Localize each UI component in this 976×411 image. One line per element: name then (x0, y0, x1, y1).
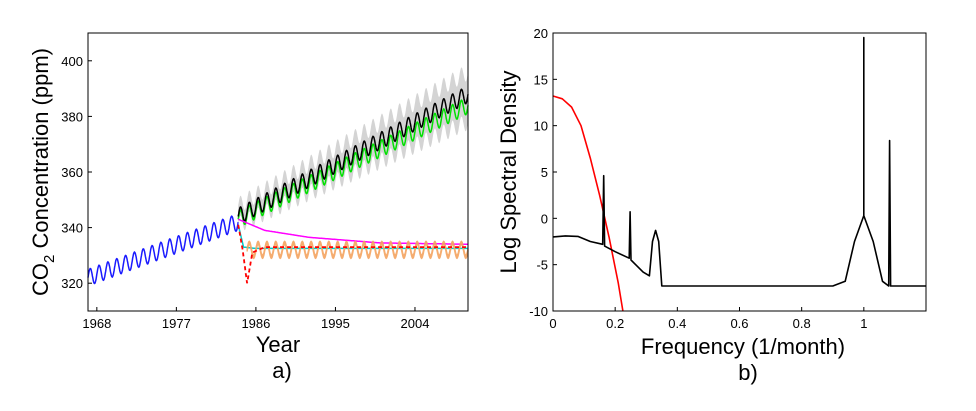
panel-b-ytick-label: -5 (536, 258, 548, 273)
panel-a: 1968 1977 1986 1995 2004 320 340 360 380 400 Year… (28, 32, 469, 383)
panel-a-xtick-label: 1986 (241, 316, 270, 331)
panel-b-xlabel: Frequency (1/month) (641, 334, 845, 359)
panel-a-ytick-label: 340 (61, 221, 83, 236)
panel-a-ylabel-rest: Concentration (ppm) (28, 48, 53, 255)
panel-b-ytick-label: 20 (534, 26, 548, 41)
panel-a-label: a) (272, 358, 292, 383)
panel-a-ytick-label: 360 (61, 165, 83, 180)
series-alternative-model-3-band (246, 240, 469, 260)
panel-a-xtick-label: 1977 (162, 316, 191, 331)
panel-b-ylabel: Log Spectral Density (496, 71, 521, 274)
panel-a-series (87, 67, 469, 285)
series-observed-data (87, 215, 239, 285)
panel-b-ytick-label: 15 (534, 72, 548, 87)
series-black-spectral-density (552, 36, 926, 287)
panel-a-ylabel-main: CO (28, 263, 53, 296)
panel-b-xtick-label: 0 (549, 316, 556, 331)
panel-b-xtick-label: 0.2 (606, 316, 624, 331)
panel-a-ytick-label: 400 (61, 54, 83, 69)
panel-a-xlabel: Year (256, 332, 300, 357)
panel-a-ylabel: CO2 Concentration (ppm) (28, 48, 58, 296)
panel-b-xtick-label: 0.8 (793, 316, 811, 331)
panel-a-ytick-label: 380 (61, 109, 83, 124)
panel-b-series (552, 36, 926, 312)
series-alternative-model-4 (237, 224, 468, 284)
series-true-continuation (237, 99, 469, 226)
series-predictive-mean (237, 88, 469, 223)
panel-b-xtick-label: 0.6 (730, 316, 748, 331)
panel-a-ticks: 1968 1977 1986 1995 2004 320 340 360 380 400 (61, 54, 429, 331)
panel-a-xtick-label: 1995 (321, 316, 350, 331)
panel-a-ytick-label: 320 (61, 276, 83, 291)
panel-a-ylabel-subscript: 2 (41, 255, 58, 263)
panel-b-label: b) (738, 360, 758, 385)
panel-b: 0 0.2 0.4 0.6 0.8 1 -10 -5 0 5 10 15 20 Frequency (1… (496, 26, 927, 385)
series-red-spectral-density (552, 95, 624, 312)
panel-a-xtick-label: 2004 (401, 316, 430, 331)
panel-b-xtick-label: 0.4 (668, 316, 686, 331)
panel-b-xtick-label: 1 (860, 316, 867, 331)
panel-b-ytick-label: 10 (534, 119, 548, 134)
panel-b-plot-frame (552, 32, 927, 312)
panel-b-ticks: 0 0.2 0.4 0.6 0.8 1 -10 -5 0 5 10 15 20 (529, 26, 867, 331)
panel-b-ytick-label: 0 (541, 211, 548, 226)
series-alternative-model-1 (238, 218, 468, 246)
panel-b-ytick-label: -10 (529, 304, 548, 319)
panel-b-ytick-label: 5 (541, 165, 548, 180)
panel-a-plot-frame (87, 32, 469, 312)
panel-a-xtick-label: 1968 (82, 316, 111, 331)
